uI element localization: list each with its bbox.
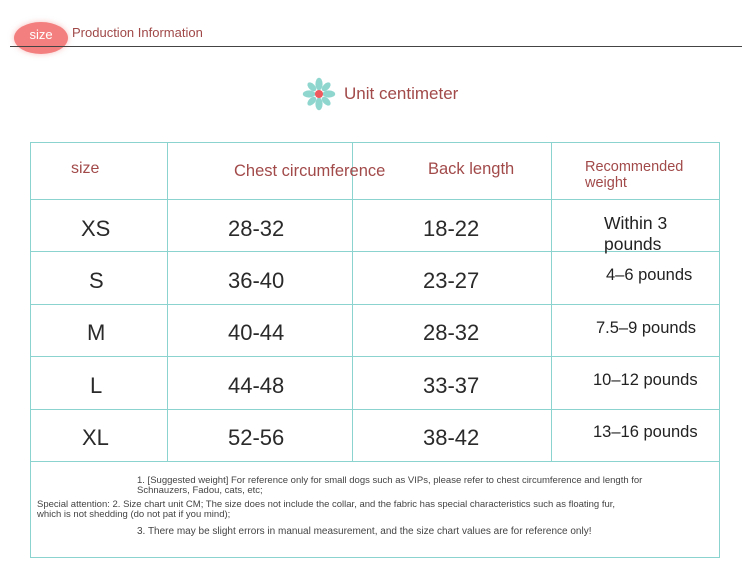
divider [10,46,742,47]
table-cell-back: 38-42 [423,425,480,450]
table-cell-chest: 40-44 [228,320,285,345]
table-cell-weight: 7.5–9 pounds [596,319,697,337]
size-badge: size [14,22,68,54]
table-cell-weight: 13–16 pounds [593,423,698,441]
top-bar: size Production Information [0,0,750,54]
table-cell-size: M [87,320,106,345]
unit-label: Unit centimeter [344,84,459,103]
size-table: size Chest circumference Back length Rec… [30,142,720,558]
table-cell-back: 28-32 [423,320,480,345]
table-cell-size: XS [81,216,111,241]
table-cell-chest: 28-32 [228,216,285,241]
section-title: Production Information [72,25,203,40]
table-cell-weight: 4–6 pounds [606,266,693,284]
table-cell-back: 18-22 [423,216,480,241]
table-cell-back: 23-27 [423,268,480,293]
flower-icon [302,77,336,111]
note-2b: which is not shedding (do not pat if you… [37,509,231,520]
table-cell-back: 33-37 [423,373,480,398]
note-2a: Special attention: 2. Size chart unit CM… [37,499,616,510]
note-3: 3. There may be slight errors in manual … [137,526,592,537]
table-cell-weight: Within 3 pounds [604,213,668,254]
table-cell-chest: 44-48 [228,373,285,398]
unit-heading: Unit centimeter [300,76,458,112]
table-cell-chest: 36-40 [228,268,285,293]
table-cell-weight: 10–12 pounds [593,371,698,389]
note-1b: Schnauzers, Fadou, cats, etc; [137,485,263,496]
column-header-size: size [71,160,100,177]
column-header-back: Back length [428,160,515,178]
column-header-weight: Recommended weight [585,159,684,191]
note-1a: 1. [Suggested weight] For reference only… [137,475,643,486]
table-cell-chest: 52-56 [228,425,285,450]
table-cell-size: S [89,268,104,293]
table-cell-size: XL [82,425,109,450]
column-header-chest: Chest circumference [234,162,386,180]
table-cell-size: L [90,373,103,398]
